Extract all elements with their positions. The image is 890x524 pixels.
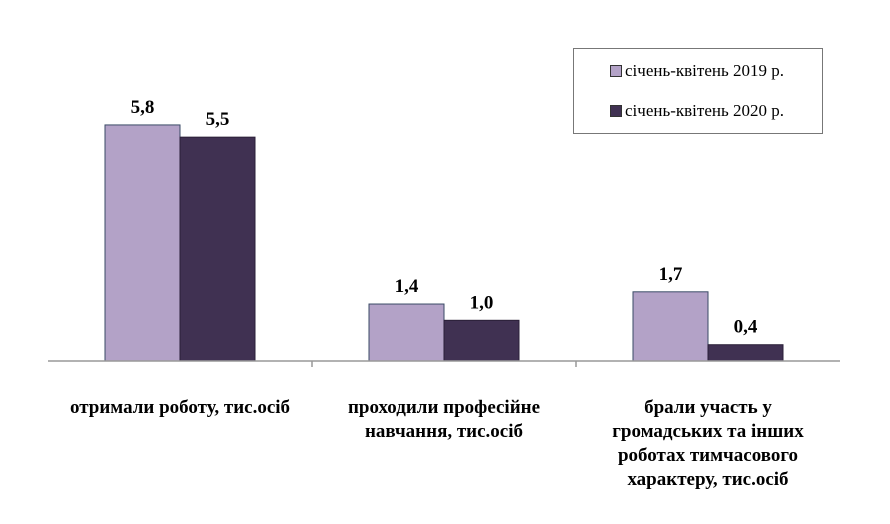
- data-label: 5,5: [206, 109, 230, 130]
- category-label: проходили професійне навчання, тис.осіб: [347, 397, 541, 442]
- bar: [179, 136, 256, 362]
- category-label: брали участь у громадських та інших робо…: [612, 397, 804, 490]
- legend-item-2020: січень-квітень 2020 р.: [610, 101, 784, 121]
- data-label: 1,0: [470, 292, 494, 313]
- legend: січень-квітень 2019 р. січень-квітень 20…: [573, 48, 823, 134]
- bar: [368, 303, 445, 362]
- legend-label: січень-квітень 2019 р.: [625, 61, 784, 80]
- category-label: отримали роботу, тис.осіб: [69, 397, 291, 418]
- legend-swatch: [610, 65, 622, 77]
- bar: [707, 344, 784, 362]
- data-label: 0,4: [734, 317, 758, 338]
- data-label: 5,8: [131, 97, 155, 118]
- bar: [443, 319, 520, 362]
- legend-label: січень-квітень 2020 р.: [625, 101, 784, 120]
- bar: [632, 291, 709, 362]
- data-label: 1,4: [395, 276, 419, 297]
- data-label: 1,7: [659, 264, 683, 285]
- legend-item-2019: січень-квітень 2019 р.: [610, 61, 784, 81]
- bar: [104, 124, 181, 362]
- legend-swatch: [610, 105, 622, 117]
